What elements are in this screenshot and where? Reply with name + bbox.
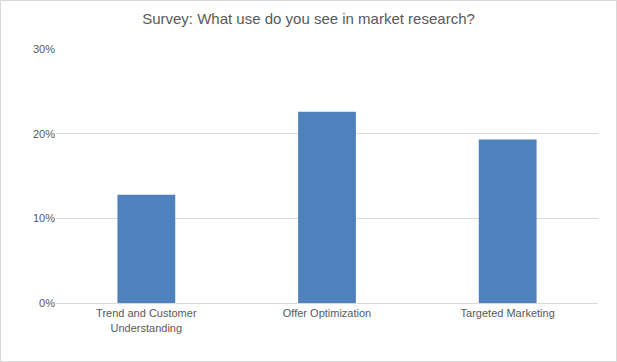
svg-text:Targeted Marketing: Targeted Marketing <box>461 307 555 319</box>
svg-text:Trend and CustomerUnderstandin: Trend and CustomerUnderstanding <box>96 307 197 333</box>
svg-text:10%: 10% <box>33 212 55 224</box>
svg-text:Offer Optimization: Offer Optimization <box>283 307 371 319</box>
svg-text:20%: 20% <box>33 128 55 140</box>
svg-text:30%: 30% <box>33 43 55 55</box>
svg-text:0%: 0% <box>39 297 55 309</box>
svg-text:Survey: What use do you see in: Survey: What use do you see in market re… <box>142 10 475 27</box>
